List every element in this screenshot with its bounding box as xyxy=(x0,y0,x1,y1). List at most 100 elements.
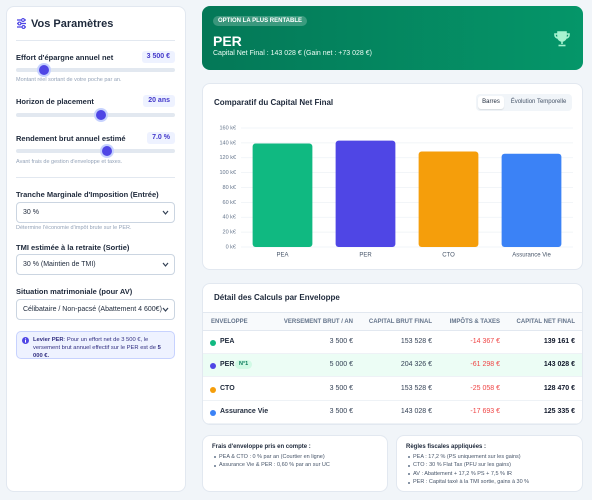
divider xyxy=(16,40,175,41)
y-tick-label: 140 k€ xyxy=(219,140,236,146)
slider-hint: Avant frais de gestion d'enveloppe et ta… xyxy=(16,159,123,165)
divider xyxy=(16,177,175,178)
y-tick-label: 100 k€ xyxy=(219,170,236,176)
note-bullet xyxy=(408,464,410,467)
note-bullet xyxy=(214,464,216,467)
select[interactable]: Célibataire / Non-pacsé (Abattement 4 60… xyxy=(16,299,175,320)
note-title: Frais d'enveloppe pris en compte : xyxy=(212,444,311,450)
sidebar: Vos Paramètres Effort d'épargne annuel n… xyxy=(6,6,186,492)
table-cell: 3 500 € xyxy=(329,338,353,345)
table-header-cell: IMPÔTS & TAXES xyxy=(449,319,500,325)
select-value: 30 % xyxy=(23,209,39,216)
select-label: Tranche Marginale d'Imposition (Entrée) xyxy=(16,190,159,199)
table-card: Détail des Calculs par Enveloppe ENVELOP… xyxy=(202,283,583,425)
table-row: PER N°1 5 000 € 204 326 € -61 298 € 143 028 € xyxy=(203,354,582,378)
slider-label: Horizon de placement xyxy=(16,97,94,106)
note-item: AV : Abattement + 17,2 % PS + 7,5 % IR xyxy=(413,470,512,477)
x-tick-label: PEA xyxy=(276,253,288,259)
table-header-cell: CAPITAL BRUT FINAL xyxy=(368,319,432,325)
select-label: TMI estimée à la retraite (Sortie) xyxy=(16,243,130,252)
toggle-button[interactable]: Barres xyxy=(478,96,504,109)
sidebar-title: Vos Paramètres xyxy=(31,18,114,30)
row-badge: N°1 xyxy=(235,360,253,370)
note-title: Règles fiscales appliquées : xyxy=(406,444,487,450)
table-header xyxy=(203,312,582,331)
y-tick-label: 0 k€ xyxy=(226,244,236,250)
row-dot xyxy=(210,340,216,346)
table-cell: 5 000 € xyxy=(329,361,353,369)
bar xyxy=(501,153,562,247)
note-item: CTO : 30 % Flat Tax (PFU sur les gains) xyxy=(413,462,511,469)
chart: 0 k€ 20 k€ 40 k€ 60 k€ 80 k€ 100 k€ 120 k€ 140 … xyxy=(219,125,573,259)
slider[interactable] xyxy=(16,110,175,120)
info-box: Levier PER: Pour un effort net de 3 500 … xyxy=(16,331,175,359)
select-value: Célibataire / Non-pacsé (Abattement 4 60… xyxy=(23,306,162,313)
table-cell: -25 058 € xyxy=(470,384,500,392)
chart-title: Comparatif du Capital Net Final xyxy=(214,98,334,107)
select[interactable]: 30 % (Maintien de TMI) xyxy=(16,254,175,275)
info-lead: Levier PER xyxy=(33,337,64,343)
note-bullet xyxy=(408,481,410,484)
y-tick-label: 60 k€ xyxy=(223,200,236,206)
table-row: PEA 3 500 € 153 528 € -14 367 € 139 161 € xyxy=(203,331,582,354)
note-box: Frais d'enveloppe pris en compte : PEA & … xyxy=(202,435,388,492)
note-item: PER : Capital taxé à la TMI sortie, gain… xyxy=(413,479,530,486)
y-tick-label: 120 k€ xyxy=(219,155,236,161)
slider-label: Rendement brut annuel estimé xyxy=(16,134,126,143)
row-name: PER xyxy=(220,361,235,369)
info-icon xyxy=(22,337,29,344)
row-name: PEA xyxy=(220,338,235,345)
slider-thumb[interactable] xyxy=(96,110,106,120)
table-row: Assurance Vie 3 500 € 143 028 € -17 693 € 12… xyxy=(203,401,582,424)
select-value: 30 % (Maintien de TMI) xyxy=(23,261,96,268)
table-cell: 3 500 € xyxy=(329,384,353,392)
table-cell: 139 161 € xyxy=(543,338,575,345)
slider-value: 3 500 € xyxy=(141,51,175,63)
table-cell: -61 298 € xyxy=(470,361,500,369)
y-tick-label: 80 k€ xyxy=(223,185,236,191)
slider-thumb[interactable] xyxy=(102,146,112,156)
banner: OPTION LA PLUS RENTABLE PER Capital Net … xyxy=(202,6,583,70)
note-item: Assurance Vie & PER : 0,60 % par an sur … xyxy=(219,462,330,469)
row-name: CTO xyxy=(220,384,235,392)
slider[interactable] xyxy=(16,146,175,156)
table-cell: 143 028 € xyxy=(400,407,432,415)
row-dot xyxy=(210,363,216,370)
row-dot xyxy=(210,386,216,393)
slider-thumb[interactable] xyxy=(39,65,49,75)
banner-badge: OPTION LA PLUS RENTABLE xyxy=(213,16,307,26)
toggle-button[interactable]: Évolution Temporelle xyxy=(510,99,567,105)
note-bullet xyxy=(408,456,410,458)
x-tick-label: Assurance Vie xyxy=(512,253,551,259)
select[interactable]: 30 % xyxy=(16,202,175,223)
table-header-cell: ENVELOPPE xyxy=(211,319,248,325)
slider[interactable] xyxy=(16,65,175,75)
table-row: CTO 3 500 € 153 528 € -25 058 € 128 470 € xyxy=(203,378,582,401)
chevron xyxy=(162,307,169,312)
table-cell: 204 326 € xyxy=(400,361,432,369)
table-cell: 3 500 € xyxy=(329,407,353,415)
note-bullet xyxy=(408,473,410,476)
table-cell: 143 028 € xyxy=(543,361,575,369)
bar xyxy=(252,143,313,247)
x-tick-label: PER xyxy=(359,253,372,259)
slider-hint: Montant réel sortant de votre poche par … xyxy=(16,77,122,83)
select-hint: Détermine l'économie d'impôt brute sur l… xyxy=(16,225,132,231)
view-toggle: Barres Évolution Temporelle xyxy=(476,94,572,111)
table-cell: -14 367 € xyxy=(470,338,500,345)
table-cell: 153 528 € xyxy=(400,338,432,345)
y-tick-label: 160 k€ xyxy=(219,125,236,131)
note-item: PEA & CTO : 0 % par an (Courtier en lign… xyxy=(219,453,325,460)
slider-value: 20 ans xyxy=(143,95,175,107)
settings-icon xyxy=(17,18,26,29)
banner-title: PER xyxy=(213,33,242,49)
table-header-cell: CAPITAL NET FINAL xyxy=(516,319,575,325)
bar xyxy=(335,140,396,247)
info-amount: 5 000 €. xyxy=(33,345,161,359)
table-cell: 128 470 € xyxy=(543,384,575,392)
table-header-cell: VERSEMENT BRUT / AN xyxy=(283,319,353,325)
banner-subtitle: Capital Net Final : 143 028 € (Gain net … xyxy=(213,50,372,57)
table-cell: 153 528 € xyxy=(400,384,432,392)
y-tick-label: 40 k€ xyxy=(223,215,236,221)
